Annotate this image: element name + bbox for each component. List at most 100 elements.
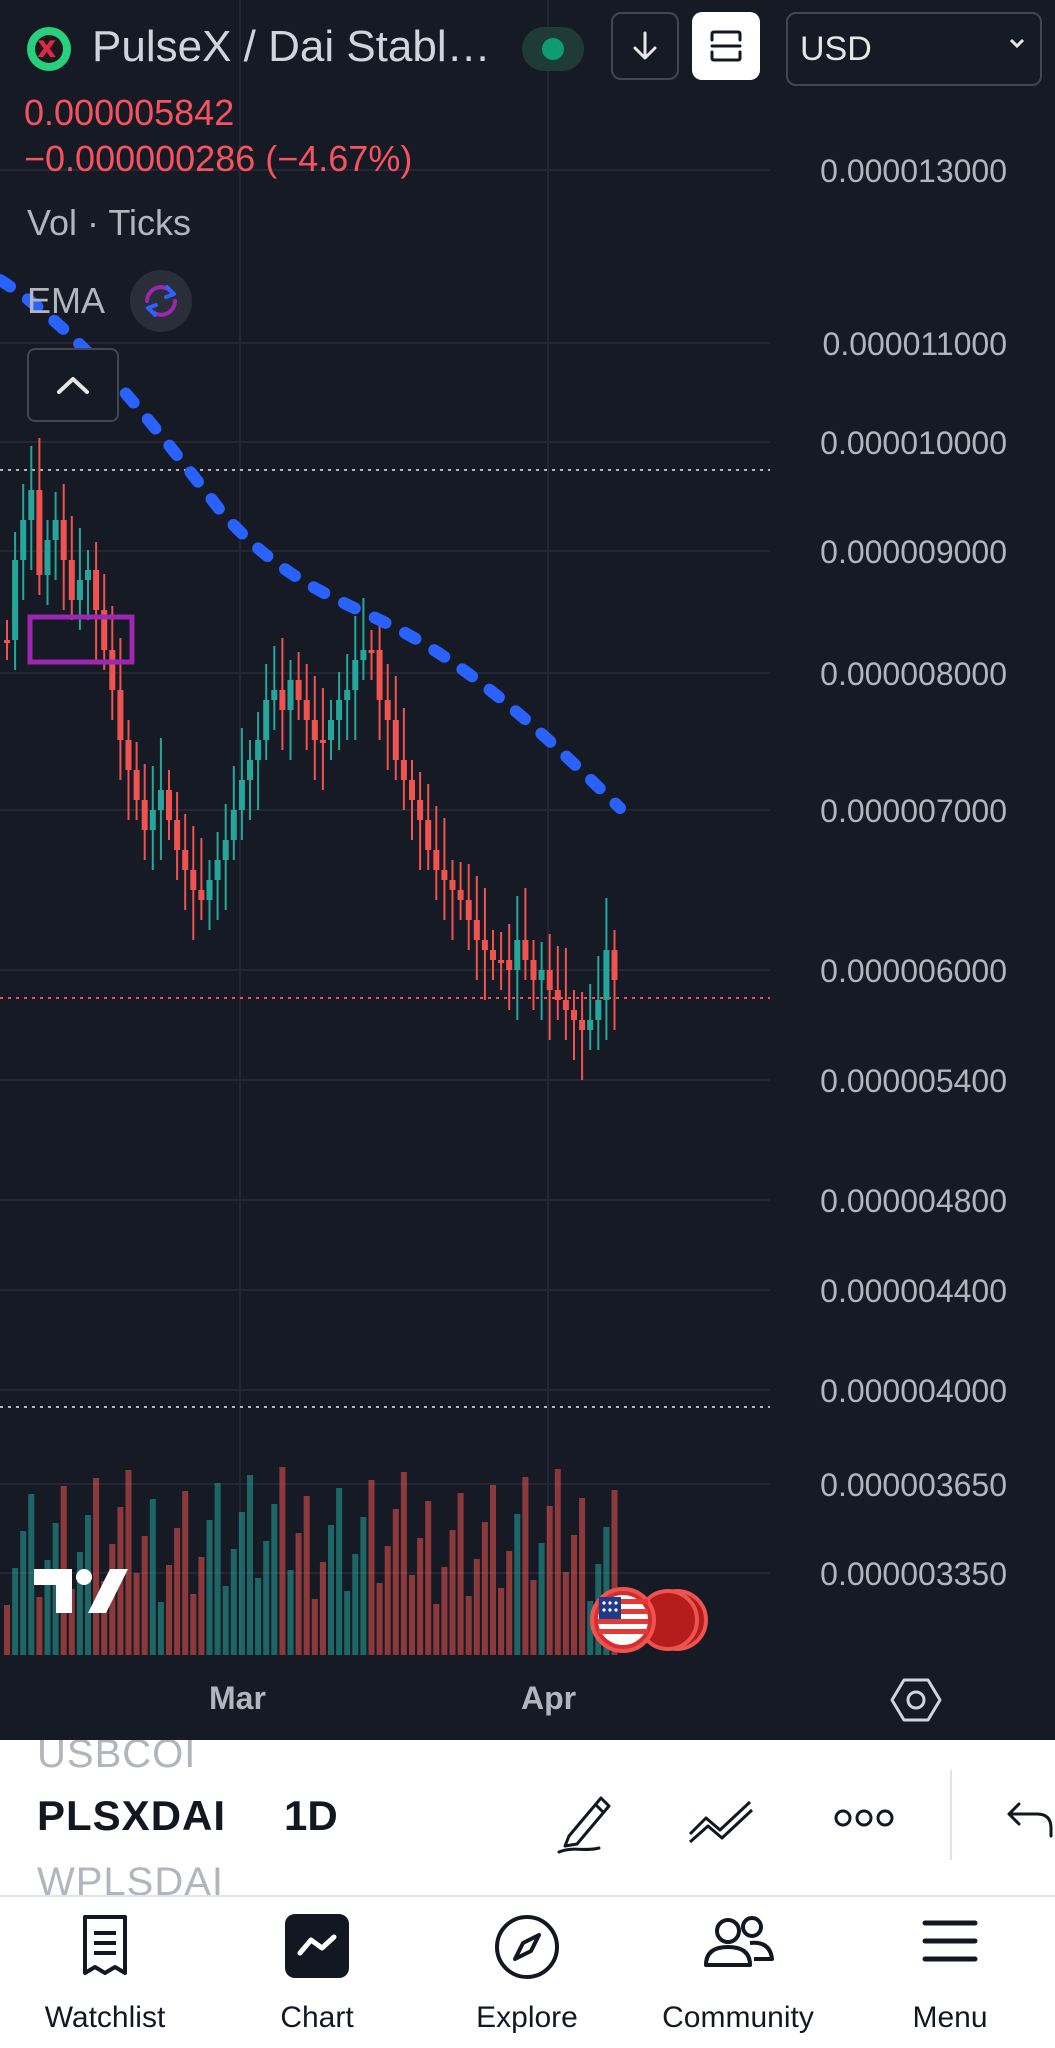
volume-bar [190, 1594, 197, 1655]
candle-body [490, 950, 496, 960]
chevron-up-icon [57, 377, 89, 394]
volume-bar [490, 1485, 496, 1655]
price-axis-label: 0.000008000 [820, 656, 1007, 692]
collapse-legend-button[interactable] [27, 348, 119, 422]
volume-bar [133, 1573, 140, 1655]
ema-refresh-button[interactable] [130, 270, 192, 332]
volume-bar [409, 1575, 415, 1655]
nav-watchlist[interactable]: Watchlist [5, 1897, 205, 2048]
chart-settings-icon[interactable] [890, 1677, 942, 1723]
last-price: 0.000005842 [24, 92, 235, 133]
more-options-icon[interactable] [833, 1806, 895, 1830]
nav-community[interactable]: Community [638, 1897, 838, 2048]
candle-body [433, 850, 440, 870]
undo-icon[interactable] [1005, 1796, 1055, 1840]
candle-body [603, 950, 610, 1000]
volume-bar [214, 1483, 221, 1655]
drawing-pencil-icon[interactable] [555, 1790, 615, 1854]
candle-body [449, 880, 456, 890]
volume-bar [344, 1591, 351, 1655]
candle-body [198, 890, 205, 900]
candle-body [279, 690, 286, 710]
candle-body [595, 1000, 602, 1020]
volume-bar [376, 1583, 383, 1655]
candle-body [384, 700, 391, 720]
candle-body [222, 840, 229, 860]
candle-body [230, 810, 237, 840]
symbol-selector[interactable]: PLSXDAI [37, 1792, 227, 1839]
candle-body [238, 780, 245, 810]
currency-select[interactable]: USD [786, 12, 1042, 86]
volume-bar [392, 1509, 399, 1655]
ema-indicator-label[interactable]: EMA [27, 280, 106, 321]
volume-indicator-label[interactable]: Vol · Ticks [27, 202, 192, 243]
candle-body [311, 720, 318, 740]
candle-body [498, 960, 505, 963]
chart-area[interactable]: x PulseX / Dai Stabl… USD 0.000005842 −0… [0, 0, 1055, 1740]
highlight-box[interactable] [27, 614, 135, 665]
candle-body [101, 610, 108, 650]
volume-bar [36, 1597, 43, 1655]
volume-bar [425, 1501, 432, 1655]
volume-bar [603, 1527, 610, 1655]
candle-body [174, 820, 181, 850]
symbol-title[interactable]: PulseX / Dai Stabl… [92, 22, 491, 71]
download-button[interactable] [611, 12, 679, 80]
indicators-icon[interactable] [686, 1790, 758, 1850]
nav-menu[interactable]: Menu [850, 1897, 1050, 2048]
nav-explore[interactable]: Explore [427, 1897, 627, 2048]
tradingview-logo-icon [34, 1569, 128, 1613]
volume-bar [433, 1604, 440, 1655]
price-axis-label: 0.000004400 [820, 1273, 1007, 1309]
candle-body [579, 1020, 586, 1030]
candle-body [85, 570, 91, 580]
nav-label: Explore [476, 2001, 578, 2034]
candle-body [263, 700, 270, 740]
fullscreen-button[interactable] [692, 12, 760, 80]
candle-body [149, 810, 156, 830]
volume-bar [198, 1557, 205, 1655]
candle-body [166, 790, 172, 820]
time-axis-label: Apr [521, 1680, 577, 1716]
nav-chart[interactable]: Chart [217, 1897, 417, 2048]
volume-bar [279, 1467, 286, 1655]
candle-body [319, 740, 326, 743]
candle-body [287, 680, 294, 710]
symbol-next[interactable]: WPLSDAI [37, 1860, 225, 1897]
chart-icon [285, 1914, 349, 1978]
currency-value: USD [800, 30, 872, 68]
volume-bar [222, 1586, 229, 1655]
nav-label: Menu [912, 2001, 988, 2034]
candle-body [68, 560, 75, 600]
volume-bar [174, 1528, 181, 1655]
fullscreen-icon [710, 30, 742, 62]
volume-bar [522, 1477, 529, 1655]
candle-body [255, 740, 262, 760]
price-axis-label: 0.000010000 [820, 425, 1007, 461]
candle-body [52, 520, 59, 540]
candle-body [587, 1020, 594, 1030]
candle-body [12, 560, 19, 640]
volume-bar [368, 1480, 375, 1655]
candle-body [206, 880, 213, 900]
candle-body [465, 900, 472, 920]
candle-body [93, 570, 100, 610]
volume-bar [465, 1596, 472, 1655]
symbol-prev[interactable]: USBCOI [37, 1740, 197, 1776]
volume-bar [263, 1541, 270, 1655]
candle-body [392, 720, 399, 760]
volume-bar [4, 1605, 10, 1655]
nav-label: Community [662, 2001, 814, 2034]
interval-selector[interactable]: 1D [284, 1792, 338, 1839]
candle-body [473, 920, 480, 940]
candle-body [522, 940, 529, 960]
candle-body [28, 490, 35, 520]
volume-bar [295, 1533, 302, 1655]
price-axis-label: 0.000003650 [820, 1467, 1007, 1503]
volume-bar [498, 1588, 505, 1655]
volume-bar [457, 1493, 464, 1655]
volume-bar [28, 1494, 35, 1655]
economic-events-flags-icon[interactable] [585, 1585, 715, 1655]
market-status-icon[interactable] [522, 27, 584, 71]
price-axis-label: 0.000011000 [822, 326, 1007, 362]
